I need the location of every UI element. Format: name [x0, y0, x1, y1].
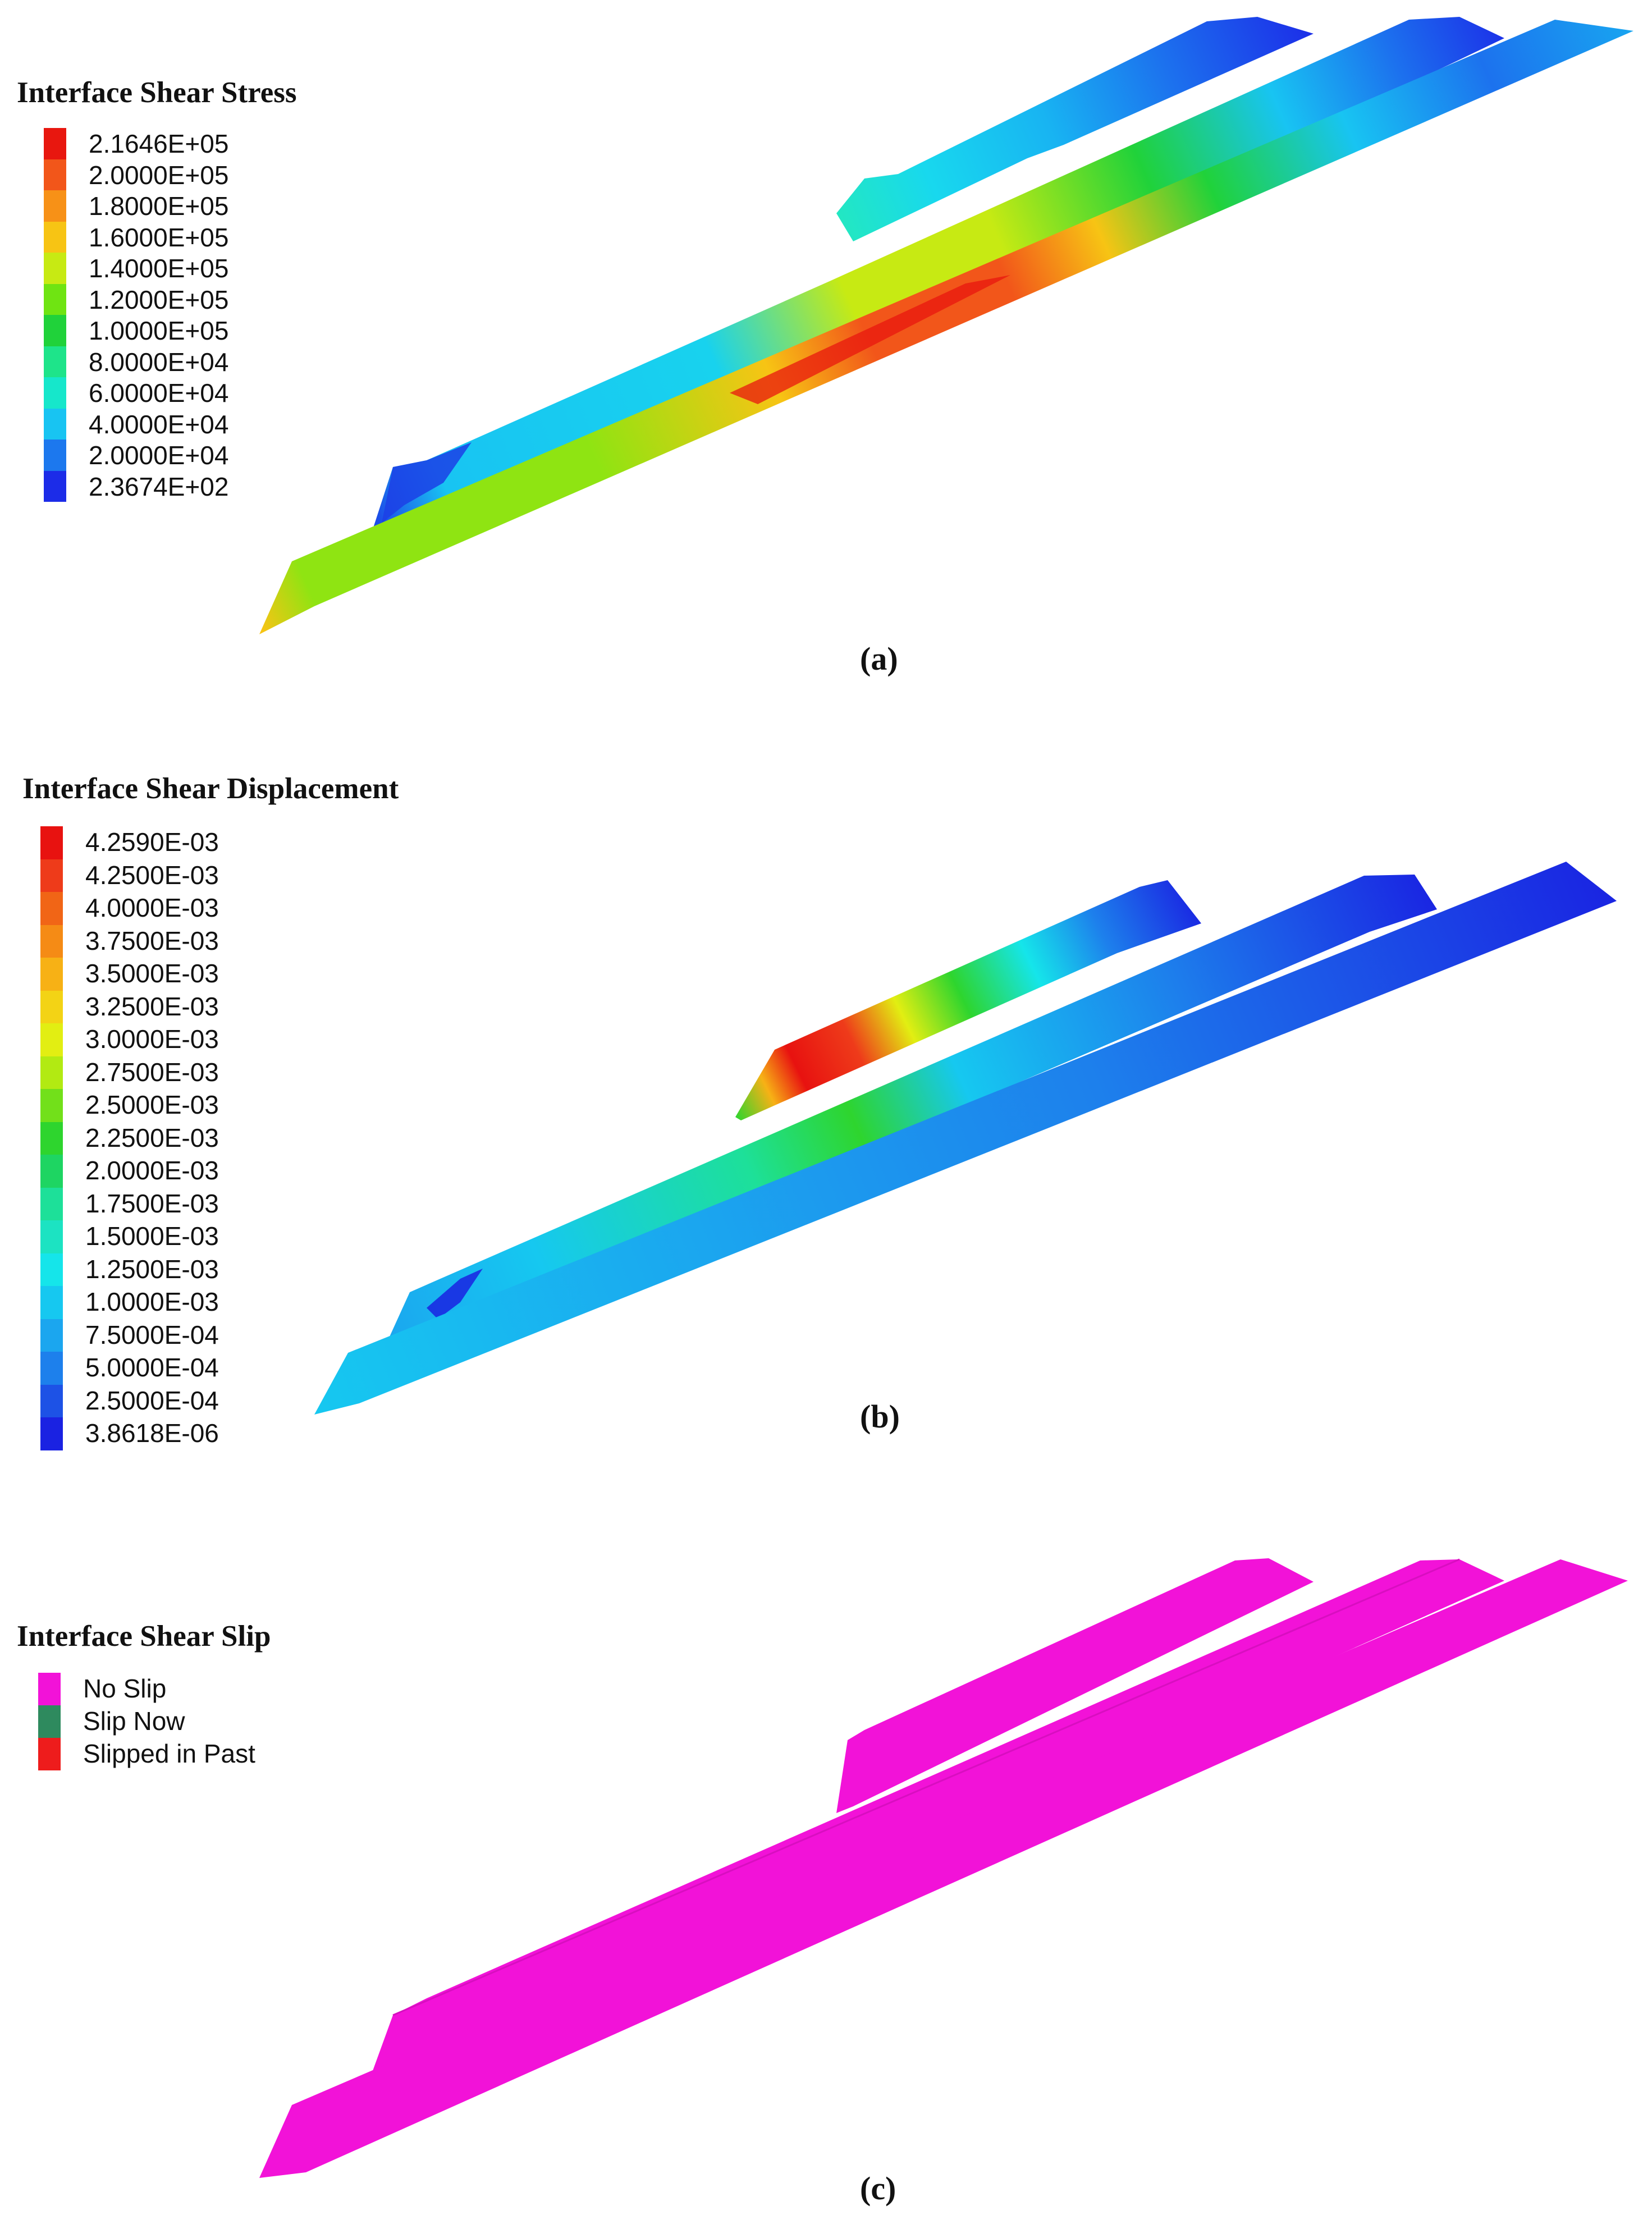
legend-label: No Slip	[83, 1674, 167, 1703]
legend-swatch	[44, 253, 66, 284]
legend-label: 1.0000E-03	[85, 1287, 219, 1316]
legend-swatch	[40, 1023, 63, 1056]
legend-swatch	[40, 1319, 63, 1352]
legend-label: 3.8618E-06	[85, 1418, 219, 1448]
shear-stress-contour-plot	[259, 17, 1633, 634]
legend-label: 3.0000E-03	[85, 1024, 219, 1054]
legend-label: 4.0000E+04	[89, 409, 229, 439]
legend-label: 7.5000E-04	[85, 1320, 219, 1349]
figure-caption: (c)	[860, 2170, 896, 2207]
legend-swatch	[44, 440, 66, 471]
legend-swatch	[40, 1417, 63, 1450]
legend-title: Interface Shear Stress	[17, 76, 297, 109]
legend-swatch	[44, 470, 66, 502]
legend-swatch	[40, 1187, 63, 1220]
shear-slip-plot	[259, 1558, 1628, 2178]
legend-swatch	[40, 1384, 63, 1417]
legend-label: 5.0000E-04	[85, 1353, 219, 1382]
legend-swatch	[40, 859, 63, 892]
legend-label: 3.2500E-03	[85, 991, 219, 1021]
legend-swatch	[40, 1155, 63, 1188]
legend-swatch	[38, 1738, 61, 1770]
middle-interface-strip	[373, 17, 1504, 528]
upper-interface-strip	[836, 17, 1314, 241]
legend-swatch	[40, 1089, 63, 1122]
legend-swatch	[40, 1220, 63, 1253]
legend-label: 2.0000E+04	[89, 441, 229, 470]
middle-interface-strip	[387, 875, 1437, 1342]
legend-label: 2.3674E+02	[89, 472, 229, 501]
figure-caption: (a)	[860, 640, 898, 677]
legend-label: 6.0000E+04	[89, 378, 229, 408]
legend-swatch	[40, 925, 63, 958]
legend-label: Slipped in Past	[83, 1739, 255, 1768]
legend-swatch	[44, 190, 66, 222]
legend-swatch	[44, 283, 66, 315]
panel-shear-slip: Interface Shear Slip No Slip Slip Now Slip…	[0, 1499, 1652, 2238]
legend-label: 3.7500E-03	[85, 926, 219, 955]
legend-swatch	[44, 408, 66, 440]
legend-label: 2.1646E+05	[89, 129, 229, 158]
strip-boundary-line	[392, 1558, 1460, 2016]
legend-label: 2.0000E+05	[89, 160, 229, 190]
upper-interface-strip	[836, 1558, 1314, 1813]
lower-interface-strip	[259, 20, 1633, 634]
legend-label: 3.5000E-03	[85, 959, 219, 988]
legend-title: Interface Shear Displacement	[22, 772, 399, 805]
shear-displacement-contour-plot	[314, 862, 1617, 1415]
legend-label: 2.7500E-03	[85, 1057, 219, 1087]
legend-swatch	[44, 159, 66, 190]
legend-label: 2.5000E-04	[85, 1385, 219, 1415]
figure-caption: (b)	[860, 1398, 900, 1435]
legend-swatch	[40, 826, 63, 859]
lower-strip-high-stress-band	[730, 275, 1010, 404]
legend-label: 2.0000E-03	[85, 1156, 219, 1185]
legend-swatch	[38, 1673, 61, 1705]
legend-swatch	[40, 990, 63, 1023]
legend-swatch	[40, 1286, 63, 1319]
legend-label: Slip Now	[83, 1706, 185, 1736]
legend-title: Interface Shear Slip	[17, 1620, 271, 1653]
legend-label: 1.8000E+05	[89, 191, 229, 221]
legend-label: 1.2500E-03	[85, 1254, 219, 1284]
legend-swatch	[44, 128, 66, 159]
legend-swatch	[40, 958, 63, 991]
legend-label: 1.5000E-03	[85, 1221, 219, 1251]
legend-label: 2.2500E-03	[85, 1123, 219, 1152]
legend-label: 4.0000E-03	[85, 893, 219, 922]
legend-swatch	[40, 892, 63, 925]
panel-shear-stress: Interface Shear Stress 2.1646E+05 2.0000E…	[0, 0, 1652, 702]
panel-shear-displacement: Interface Shear Displacement 4.2590E-03 4…	[0, 702, 1652, 1499]
legend-swatch	[40, 1352, 63, 1385]
middle-strip-blue-edge	[382, 442, 472, 523]
legend-label: 1.0000E+05	[89, 316, 229, 345]
legend-swatch	[40, 1253, 63, 1286]
legend-swatch	[40, 1056, 63, 1089]
legend-label: 4.2500E-03	[85, 860, 219, 890]
upper-interface-strip	[735, 880, 1201, 1120]
lower-interface-strip	[314, 862, 1617, 1415]
legend-label: 8.0000E+04	[89, 347, 229, 377]
middle-strip-blue-spot	[427, 1269, 483, 1319]
legend-label: 1.7500E-03	[85, 1188, 219, 1218]
middle-interface-strip	[370, 1559, 1504, 2077]
legend-label: 2.5000E-03	[85, 1090, 219, 1119]
legend-swatch	[44, 315, 66, 346]
legend-label: 1.4000E+05	[89, 254, 229, 283]
legend-label: 1.6000E+05	[89, 222, 229, 252]
legend-label: 1.2000E+05	[89, 285, 229, 314]
legend-swatch	[40, 1122, 63, 1155]
legend-swatch	[44, 221, 66, 253]
legend-swatch	[44, 377, 66, 409]
lower-interface-strip	[259, 1559, 1628, 2178]
legend-label: 4.2590E-03	[85, 827, 219, 857]
legend-swatch	[44, 346, 66, 377]
legend-swatch	[38, 1705, 61, 1738]
